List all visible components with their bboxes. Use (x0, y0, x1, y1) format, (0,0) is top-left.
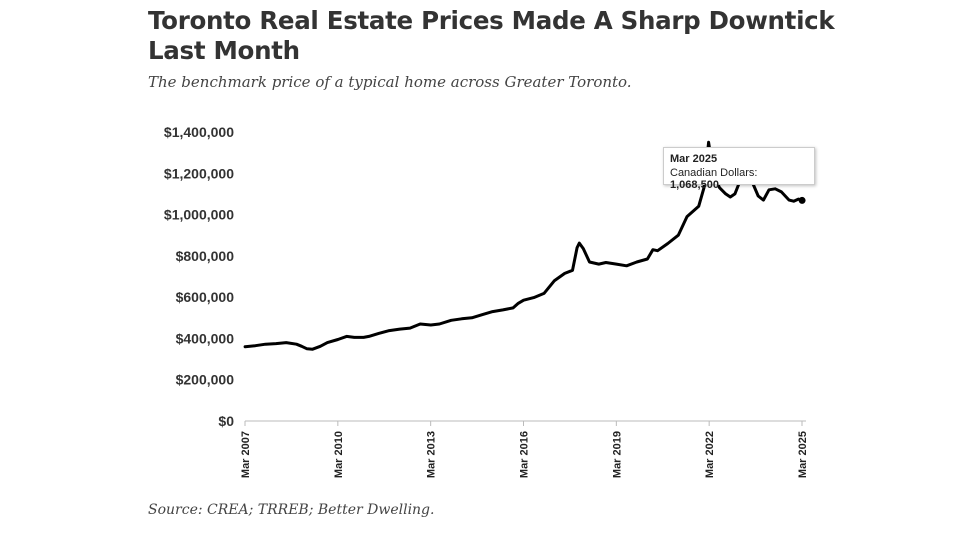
price-series-line[interactable] (243, 140, 804, 351)
y-tick-label: $800,000 (176, 248, 235, 264)
x-axis: Mar 2007 Mar 2010 Mar 2013 Mar 2016 Mar 2019… (240, 421, 809, 478)
x-tick-label: Mar 2013 (426, 431, 438, 478)
y-tick-label: $600,000 (176, 289, 235, 305)
series-end-marker[interactable] (798, 196, 806, 204)
x-tick-label: Mar 2025 (797, 431, 809, 478)
tooltip-date: Mar 2025 (670, 153, 718, 165)
chart-subtitle: The benchmark price of a typical home ac… (148, 73, 632, 91)
y-tick-label: $200,000 (176, 372, 235, 388)
y-tick-label: $400,000 (176, 330, 235, 346)
chart-source: Source: CREA; TRREB; Better Dwelling. (148, 502, 435, 518)
x-tick-label: Mar 2019 (611, 431, 623, 478)
data-tooltip: Mar 2025 Canadian Dollars: 1,068,500 (663, 147, 815, 191)
y-axis: $0 $200,000 $400,000 $600,000 $800,000 $1,000… (164, 124, 234, 429)
tooltip-series-label: Canadian Dollars: (670, 167, 758, 179)
y-tick-label: $1,000,000 (164, 207, 234, 223)
x-tick-label: Mar 2022 (704, 431, 716, 478)
tooltip-value: 1,068,500 (670, 179, 719, 191)
y-tick-label: $1,200,000 (164, 165, 234, 181)
x-tick-label: Mar 2016 (519, 431, 531, 478)
y-tick-label: $0 (218, 413, 234, 429)
y-tick-label: $1,400,000 (164, 124, 234, 140)
chart-title: Toronto Real Estate Prices Made A Sharp … (148, 6, 835, 65)
x-tick-label: Mar 2007 (240, 431, 252, 478)
x-tick-label: Mar 2010 (333, 431, 345, 478)
